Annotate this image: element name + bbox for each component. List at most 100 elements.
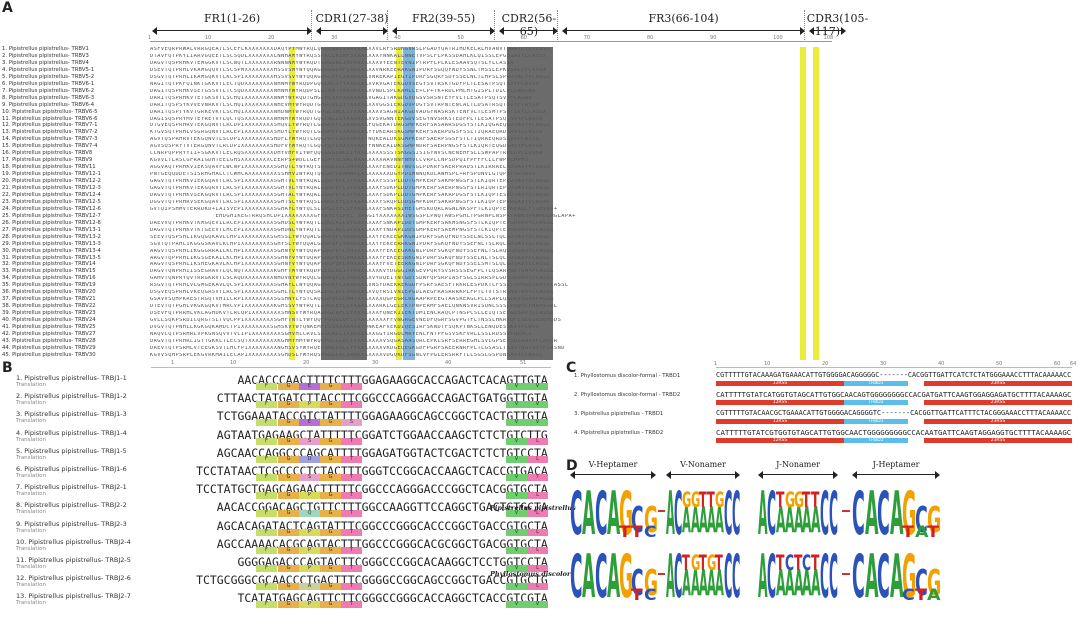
rss12-bar: 12RSS xyxy=(716,381,844,386)
logo-title-1: V-Nonamer xyxy=(680,460,726,469)
logo-letter: C xyxy=(766,479,776,549)
logo-title-arrow-0 xyxy=(570,471,656,479)
alignment-row-name: 15. Pipistrellus pipistrellus- TRBV7-4 xyxy=(2,143,98,150)
aa-box: V xyxy=(506,401,527,409)
trbj-row-name: 12. Pipistrellus pipistrellus- TRBJ2-6 xyxy=(16,574,131,583)
region-label-4: FR3(66-104) xyxy=(648,12,719,25)
aa-box: L xyxy=(527,492,548,500)
logo-letter: C xyxy=(820,479,830,549)
ruler-number: 50 xyxy=(996,361,1003,367)
alignment-row-seq: KTGVSQTPRHLVSGRGQNVTLRCEPIXXXXXXXXSHDYLY… xyxy=(150,130,544,136)
aa-box: P xyxy=(299,601,320,609)
logo-letter: C xyxy=(852,479,865,549)
aa-box: L xyxy=(527,510,548,518)
logo-title-0: V-Heptamer xyxy=(588,460,638,469)
logo-letter: C xyxy=(829,542,839,612)
ruler-number: 90 xyxy=(710,35,717,41)
trbj-row-name: 7. Pipistrellus pipistrellus- TRBJ2-1 xyxy=(16,483,127,492)
logo-letter-minor: T xyxy=(802,488,811,513)
alignment-row-seq: AAGVTQPPRHLIKGSGEKAILKCHPIXXXXXXXXSGHNYV… xyxy=(150,255,551,261)
alignment-row-name: 4. Pipistrellus pipistrellus- TRBV5-1 xyxy=(2,66,95,73)
logo-letter: C xyxy=(731,479,741,549)
aa-box: T xyxy=(341,474,362,481)
panel-label-c: C xyxy=(566,360,577,376)
alignment-row-name: 9. Pipistrellus pipistrellus- TRBV6-4 xyxy=(2,101,95,108)
d-segment-bar: TRBD1 xyxy=(844,419,908,424)
alignment-row-seq: DVGVTQTPNHLLKGKGQKAMDCTPIXXXXXXXXSGHSKVY… xyxy=(150,325,540,330)
ruler-number: 80 xyxy=(646,35,654,41)
logo-letter-minor: G xyxy=(682,488,692,513)
alignment-row-name: 17. Pipistrellus pipistrellus- TRBV9 xyxy=(2,157,93,164)
alignment-row-seq: NAQVCQTPSRHRLVPKGNSQVVTVCIPIXXXXXXXXSGHV… xyxy=(150,331,533,337)
aa-box: G xyxy=(278,419,299,427)
aa-box: V xyxy=(527,401,548,409)
alignment-row-name: 1. Pipistrellus pipistrellus- TRBV1 xyxy=(2,46,89,52)
alignment-row-seq: DTAVFQTPKYLIARVGQEETLSCSQDLXXXXXXXLNNHAM… xyxy=(150,53,547,59)
aa-box: E xyxy=(299,383,320,390)
trbj-sequence: TCCTATGCTGAGCAGAACTTTTTCGGCCCAGGGACCCGGC… xyxy=(196,482,548,497)
alignment-row-name: 37. Pipistrellus pipistrellus- TRBV21 xyxy=(2,296,96,303)
alignment-row-name: 21. Pipistrellus pipistrellus- TRBV12-3 xyxy=(2,185,101,191)
trbd-sequence: CATTTTTGTATCATGGTGTAGCATTGTGGCAACAGTGGGG… xyxy=(716,390,1072,399)
alignment-row-seq: DAGVTQTPRHKVSEKGQRVTLRCSPIXXXXXXXXSGHTAL… xyxy=(150,192,551,198)
alignment-row-name: 27. Pipistrellus pipistrellus- TRBV13-1 xyxy=(2,226,101,233)
logo-letter-minor: T xyxy=(698,551,707,576)
alignment-row-name: 7. Pipistrellus pipistrellus- TRBV6-2 xyxy=(2,87,95,94)
alignment-row-seq: GAMVTQNPRYQVTRRGKRVTLSCAQDXXXXXXXXNHDVNY… xyxy=(150,276,554,282)
logo-letter: C xyxy=(570,542,583,612)
logo-letter: C xyxy=(723,479,732,549)
aa-box: Q xyxy=(299,510,320,518)
species-label-0: Pipistrellus pipistrellus xyxy=(490,504,576,512)
ruler-number: 40 xyxy=(938,361,945,367)
alignment-row-name: 14. Pipistrellus pipistrellus- TRBV7-3 xyxy=(2,136,98,143)
alignment-row-seq: DAGVTQTPRHRLIGTTGKKLTLECSQTXXXXXXXXKGHMY… xyxy=(150,338,558,344)
logo-letter: A xyxy=(707,500,716,542)
trbd-row-name: 1. Phyllostomus discolor-formal - TRBD1 xyxy=(574,373,681,379)
aa-box: T xyxy=(341,383,362,390)
d-segment-bar: TRBD2 xyxy=(844,400,908,405)
ruler-number: 40 xyxy=(394,35,401,41)
logo-letter: C xyxy=(594,479,608,549)
logo-letter: A xyxy=(784,563,795,605)
region-label-2: FR2(39-55) xyxy=(412,12,476,25)
conserved-trp-column xyxy=(396,47,403,360)
logo-letter-minor: T xyxy=(631,585,644,604)
panel-b-trbj-alignment: 1 10 20 30 40 51 1. Pipistrellus pipistrellus-… xyxy=(0,360,560,619)
trbj-row-name: 11. Pipistrellus pipistrellus- TRBJ2-5 xyxy=(16,556,131,564)
aa-box: G xyxy=(320,455,341,463)
aa-box: G xyxy=(320,492,341,500)
alignment-row-seq: AGVTQSPRHRVTEKGQNVTLSCDPIXXXXXXXXSHDFLYW… xyxy=(150,137,540,143)
aa-box: G xyxy=(278,455,299,463)
logo-letter-minor: T xyxy=(619,522,631,541)
logo-letter-minor: G xyxy=(690,551,701,576)
translation-label: Translation xyxy=(16,454,46,461)
alignment-row-seq: ASFVEQRPRWALVRRGQEATLSCEFLKXXXXXXXDAQYPY… xyxy=(150,47,551,52)
trbj-row-name: 4. Pipistrellus pipistrellus- TRBJ1-4 xyxy=(16,428,127,437)
logo-letter-minor: T xyxy=(682,551,691,576)
logo-letter-minor: G xyxy=(784,488,795,513)
ruler-number: 60 xyxy=(520,35,527,41)
alignment-row-seq: DSGVTQTPRHLIKAMGQKVTLKCSPIXXXXXXXXHSSVSV… xyxy=(150,74,551,80)
aa-box: V xyxy=(506,583,527,591)
logo-letter: C xyxy=(766,542,776,612)
alignment-row-name: 20. Pipistrellus pipistrellus- TRBV12-2 xyxy=(2,178,101,185)
logo-title-arrow-1 xyxy=(666,471,740,479)
aa-box: L xyxy=(527,546,548,554)
alignment-row-seq: SEEVTQSPSHLIKGQGQKAVLCHPIXXXXXXXXSGHSSLY… xyxy=(150,234,551,240)
logo-letter-minor: C xyxy=(902,585,916,604)
region-divider xyxy=(557,10,559,40)
region-arrow-4 xyxy=(562,27,805,35)
logo-letter: A xyxy=(582,542,596,612)
ruler-number: 20 xyxy=(267,35,275,41)
translation-label: Translation xyxy=(16,400,46,407)
trbj-row-name: 10. Pipistrellus pipistrellus- TRBJ2-4 xyxy=(16,537,131,546)
aa-box: V xyxy=(527,383,548,390)
alignment-row-name: 41. Pipistrellus pipistrellus- TRBV25 xyxy=(2,324,96,330)
aa-box: F xyxy=(256,528,277,536)
alignment-row-seq: KGVVSQHPSRPLEKGVRKMAILECAPIXXXXXXXXSGHDS… xyxy=(150,352,544,358)
alignment-row-seq: DARITQSPTYKVTGRKEVKTLSCHQIXXXXXXXXNHDNMY… xyxy=(150,109,547,115)
alignment-row-seq: DARITQSPRHKVTETGKSVTLSCHQIXXXXXXXXNNMYWY… xyxy=(150,95,533,101)
alignment-row-seq: CCNRPQPPRYYII+SGKKVTLECRQSXXXXXXXXDHYVHF… xyxy=(150,151,544,157)
aa-box: V xyxy=(506,546,527,554)
conserved-tyr-column xyxy=(402,47,409,360)
